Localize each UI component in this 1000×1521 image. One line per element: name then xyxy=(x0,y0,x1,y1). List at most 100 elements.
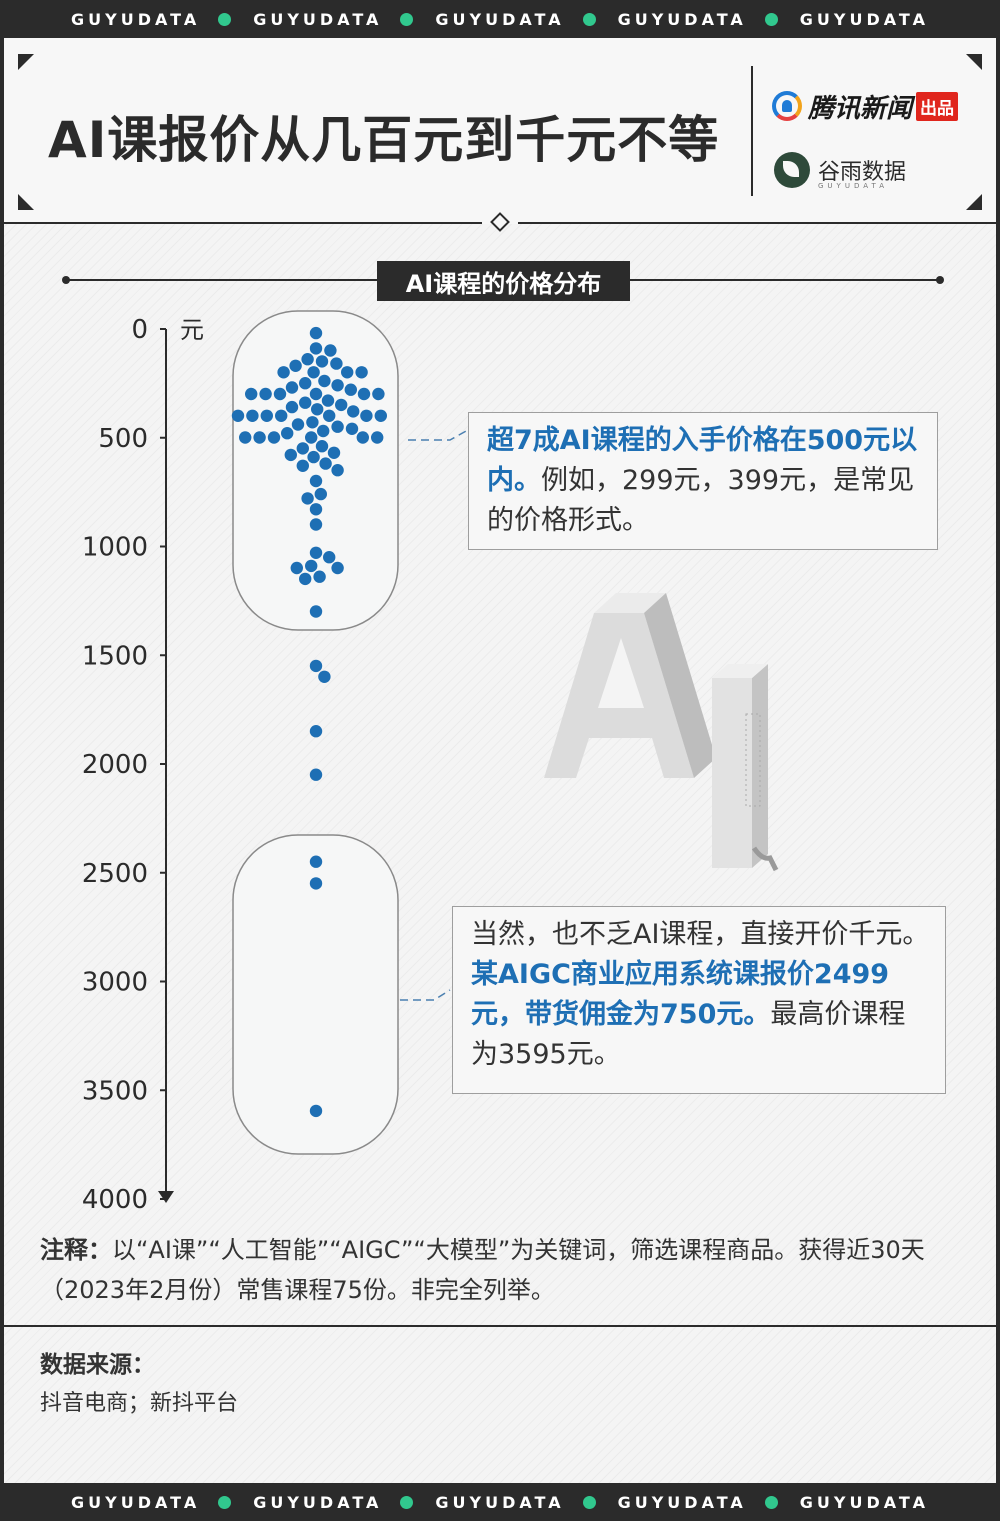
callout-bottom-highlight: 某AIGC商业应用系统课报价2499元，带货佣金为750元。 xyxy=(471,959,890,1030)
source-label: 数据来源： xyxy=(40,1352,155,1378)
page-title: AI课报价从几百元到千元不等 xyxy=(48,111,720,169)
price-dot xyxy=(296,442,309,455)
callout-top-text: 例如，299元，399元，是常见的价格形式。 xyxy=(487,465,915,536)
y-unit-label: 元 xyxy=(180,316,204,344)
price-dot xyxy=(317,424,330,438)
y-axis-arrow-icon xyxy=(158,1191,174,1203)
price-dot xyxy=(309,474,323,488)
price-dot xyxy=(315,355,329,368)
brand2-sub: GUYUDATA xyxy=(818,182,888,190)
rule-end-dot-icon xyxy=(62,276,70,284)
price-dot xyxy=(246,409,259,422)
header-divider xyxy=(751,66,753,196)
price-dot xyxy=(331,561,344,575)
price-dot xyxy=(314,487,327,501)
brand1-name: 腾讯新闻 xyxy=(808,93,913,124)
price-dot xyxy=(345,422,359,435)
price-distribution-chart: 0 500 1000 1500 2000 2500 3000 3500 4000 元 xyxy=(82,310,779,1215)
price-dot xyxy=(305,559,318,573)
price-dot xyxy=(309,768,323,781)
price-dot xyxy=(285,381,299,394)
price-dot xyxy=(307,366,320,379)
header: AI课报价从几百元到千元不等 腾讯新闻 出品 谷雨数据 GUYUDATA xyxy=(4,38,996,224)
callout-bottom-text-before: 当然，也不乏AI课程，直接开价千元。 xyxy=(471,919,930,950)
y-tick-label: 500 xyxy=(98,424,148,454)
green-dot-icon xyxy=(764,12,778,26)
price-dot xyxy=(321,394,335,407)
tencent-news-logo: 腾讯新闻 出品 xyxy=(772,88,959,124)
price-dot xyxy=(330,357,343,370)
green-dot-icon xyxy=(582,12,596,26)
band-item: GUYUDATA xyxy=(618,1493,800,1512)
price-dot xyxy=(335,398,348,412)
green-dot-icon xyxy=(218,1495,232,1509)
source-divider xyxy=(4,1325,996,1327)
price-dot xyxy=(290,561,303,575)
price-dot xyxy=(296,459,309,472)
price-dot xyxy=(307,450,320,464)
band-item: GUYUDATA xyxy=(435,10,617,29)
price-dot xyxy=(309,725,323,738)
price-dot xyxy=(313,570,326,583)
price-dot xyxy=(341,366,354,379)
price-dot xyxy=(301,492,314,505)
price-dot xyxy=(374,409,387,422)
price-dot xyxy=(284,448,297,462)
callout-bottom-text-after: 最高价课程为3595元。 xyxy=(471,999,906,1070)
header-rule-right xyxy=(518,222,996,224)
band-item: GUYUDATA xyxy=(71,1493,253,1512)
corner-triangle-icon xyxy=(18,194,34,210)
infographic-panel: AI课报价从几百元到千元不等 腾讯新闻 出品 谷雨数据 GUYUDATA AI课… xyxy=(4,38,996,1483)
chart-title: AI课程的价格分布 xyxy=(377,261,630,301)
price-dot xyxy=(306,416,319,429)
price-dot xyxy=(305,431,318,444)
green-dot-icon xyxy=(400,1495,414,1509)
brand1-tag: 出品 xyxy=(916,91,959,121)
y-tick-label: 0 xyxy=(131,315,148,345)
tencent-news-icon xyxy=(772,91,802,121)
y-tick-label: 3000 xyxy=(82,968,148,998)
price-dot xyxy=(315,440,329,453)
price-dot xyxy=(291,418,305,431)
guyu-leaf-icon xyxy=(774,152,810,188)
price-dot xyxy=(281,427,294,440)
brand2-name: 谷雨数据 xyxy=(818,160,907,185)
price-dot xyxy=(311,403,324,416)
group-capsule-low xyxy=(232,310,399,631)
price-dot xyxy=(309,855,323,868)
price-dot xyxy=(318,670,331,683)
price-dot xyxy=(371,431,384,444)
price-dot xyxy=(327,446,341,459)
price-dot xyxy=(309,326,323,340)
price-dot xyxy=(331,420,344,433)
footnote-text: 以“AI课”“人工智能”“AIGC”“大模型”为关键词，筛选课程商品。获得近30… xyxy=(40,1236,925,1304)
price-dot xyxy=(245,387,258,401)
price-dot xyxy=(318,374,331,388)
price-dot xyxy=(331,464,344,477)
corner-triangle-icon xyxy=(966,54,982,70)
price-dot xyxy=(347,405,360,418)
price-dot xyxy=(372,387,385,401)
y-tick-label: 1500 xyxy=(82,641,148,671)
price-dot xyxy=(239,431,252,444)
band-item: GUYUDATA xyxy=(799,1492,929,1512)
y-tick-label: 3500 xyxy=(82,1076,148,1106)
green-dot-icon xyxy=(218,12,232,26)
price-dot xyxy=(273,387,287,401)
price-dot xyxy=(301,353,314,366)
price-dot xyxy=(260,409,273,422)
green-dot-icon xyxy=(400,12,414,26)
callout-leader-bottom xyxy=(400,989,451,1001)
band-item: GUYUDATA xyxy=(71,10,253,29)
y-tick-label: 1000 xyxy=(82,533,148,563)
ai-3d-illustration xyxy=(544,593,779,872)
green-dot-icon xyxy=(582,1495,596,1509)
group-capsule-high xyxy=(232,834,399,1155)
price-dot xyxy=(309,387,323,401)
price-dot xyxy=(231,409,245,422)
price-dot xyxy=(309,1104,323,1118)
price-dot xyxy=(309,546,323,559)
price-dot xyxy=(309,342,323,355)
bottom-brand-band: GUYUDATA GUYUDATA GUYUDATA GUYUDATA GUYU… xyxy=(0,1483,1000,1521)
price-dot xyxy=(275,409,288,422)
